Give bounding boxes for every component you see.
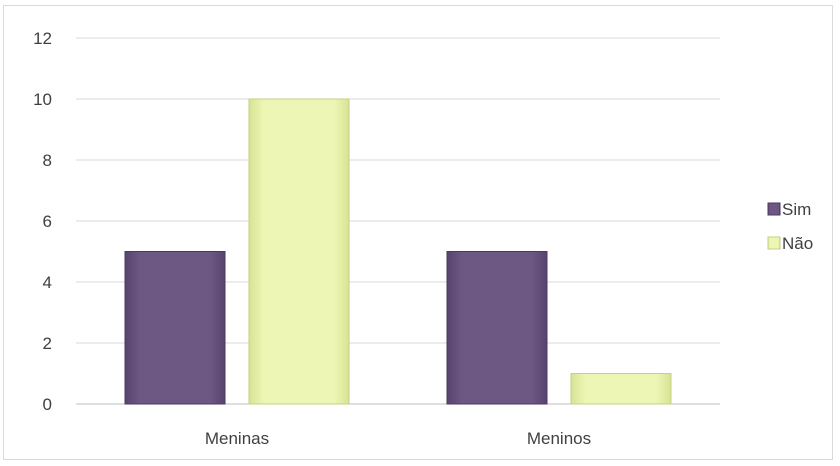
y-tick-label: 12 xyxy=(33,29,52,48)
legend-swatch xyxy=(767,236,781,250)
x-tick-label: Meninas xyxy=(205,429,269,448)
y-tick-label: 0 xyxy=(43,395,52,414)
chart-frame: 0 2 4 6 8 10 12 Meninas Meninos Sim Não xyxy=(3,5,833,460)
y-tick-label: 2 xyxy=(43,334,52,353)
bars xyxy=(124,98,672,405)
legend-label: Sim xyxy=(782,200,811,219)
bar-chart: 0 2 4 6 8 10 12 Meninas Meninos Sim Não xyxy=(33,29,813,448)
y-tick-label: 8 xyxy=(43,151,52,170)
bar-no-meninas xyxy=(248,98,350,405)
legend: Sim Não xyxy=(767,200,813,253)
y-tick-label: 4 xyxy=(43,273,52,292)
legend-label: Não xyxy=(782,234,813,253)
bar-sim-meninas xyxy=(124,251,226,405)
x-axis-ticks: Meninas Meninos xyxy=(205,429,591,448)
y-axis-ticks: 0 2 4 6 8 10 12 xyxy=(33,29,52,414)
y-tick-label: 10 xyxy=(33,90,52,109)
bar-no-meninos xyxy=(570,373,672,405)
bar-sim-meninos xyxy=(446,251,548,405)
y-tick-label: 6 xyxy=(43,212,52,231)
x-tick-label: Meninos xyxy=(527,429,591,448)
legend-swatch xyxy=(767,202,781,216)
